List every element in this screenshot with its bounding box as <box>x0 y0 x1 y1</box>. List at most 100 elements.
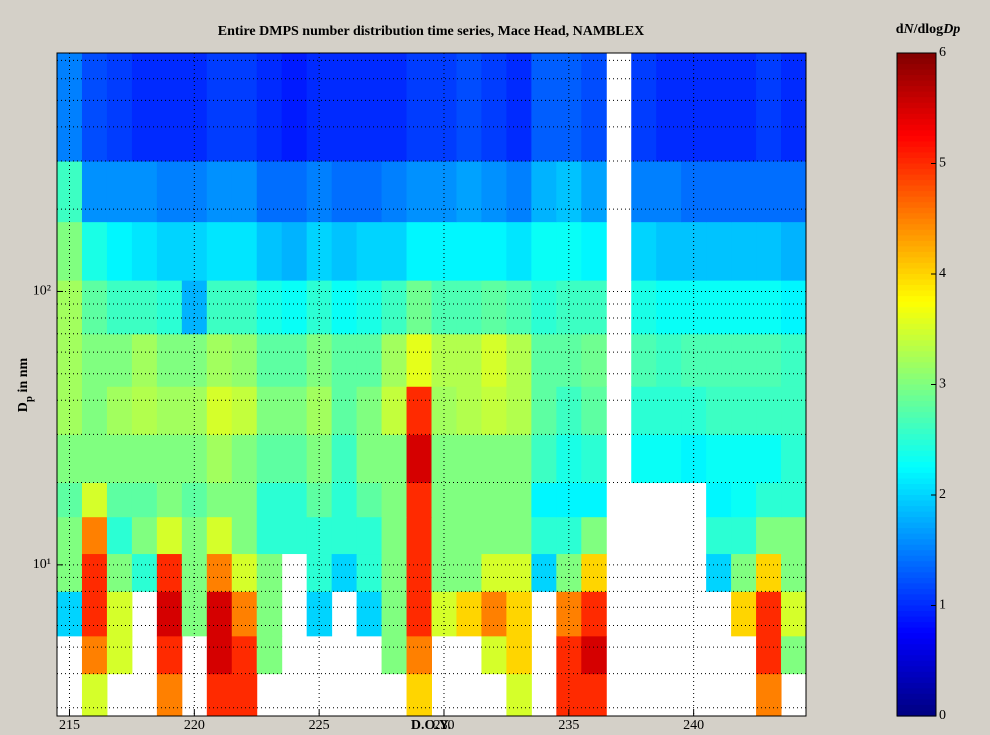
colorbar-swatch <box>897 577 936 584</box>
heatmap-cell <box>781 434 807 484</box>
heatmap-cell <box>206 333 233 387</box>
heatmap-cell <box>181 516 208 555</box>
heatmap-cell <box>456 161 482 223</box>
heatmap-cell <box>206 591 233 637</box>
colorbar-swatch <box>897 323 936 330</box>
heatmap-cell <box>506 386 532 435</box>
heatmap-cell <box>781 635 807 675</box>
heatmap-cell <box>531 333 557 387</box>
colorbar-swatch <box>897 340 936 347</box>
heatmap-cell <box>206 386 233 435</box>
heatmap-cell <box>406 591 432 637</box>
heatmap-cell <box>406 673 432 717</box>
heatmap-cell <box>156 280 183 335</box>
heatmap-cell <box>356 516 383 555</box>
heatmap-cell <box>556 482 582 518</box>
colorbar-swatch <box>897 693 936 701</box>
heatmap-cell <box>231 516 258 555</box>
heatmap-cell <box>381 280 408 335</box>
heatmap-cell <box>356 434 383 484</box>
heatmap-cell <box>781 280 807 335</box>
heatmap-cell <box>331 386 358 435</box>
colorbar-swatch <box>897 312 936 319</box>
colorbar-swatch <box>897 130 936 137</box>
colorbar-swatch <box>897 141 936 148</box>
heatmap-cell <box>57 53 83 162</box>
heatmap-cell <box>231 434 258 484</box>
heatmap-cell <box>57 553 83 592</box>
heatmap-cell <box>381 591 408 637</box>
heatmap-cell <box>656 221 682 281</box>
x-tick-label: 235 <box>558 718 579 733</box>
heatmap-cell <box>106 516 133 555</box>
heatmap-cell <box>57 161 83 223</box>
heatmap-cell <box>481 221 507 281</box>
heatmap-cell <box>381 221 408 281</box>
colorbar-swatch <box>897 500 936 507</box>
heatmap-cell <box>281 516 308 555</box>
heatmap-cell <box>581 553 607 592</box>
heatmap-cell <box>306 161 333 223</box>
colorbar-swatch <box>897 362 936 369</box>
heatmap-cell <box>281 53 308 162</box>
heatmap-cell <box>206 280 233 335</box>
colorbar-swatch <box>897 572 936 579</box>
heatmap-cell <box>506 553 532 592</box>
heatmap-cell <box>431 280 457 335</box>
heatmap-cell <box>106 591 133 637</box>
colorbar-swatch <box>897 191 936 198</box>
heatmap-cell <box>431 516 457 555</box>
heatmap-cell <box>456 591 482 637</box>
colorbar-swatch <box>897 97 936 104</box>
colorbar-swatch <box>897 268 936 275</box>
heatmap-cell <box>556 553 582 592</box>
heatmap-cell <box>681 386 707 435</box>
heatmap-cell <box>781 386 807 435</box>
heatmap-cell <box>781 161 807 223</box>
heatmap-cell <box>456 53 482 162</box>
heatmap-cell <box>556 53 582 162</box>
colorbar-swatch <box>897 58 936 65</box>
colorbar-swatch <box>897 550 936 557</box>
heatmap-cell <box>206 482 233 518</box>
heatmap-cell <box>581 221 607 281</box>
heatmap-cell <box>706 161 732 223</box>
heatmap-cell <box>431 53 457 162</box>
heatmap-cell <box>481 280 507 335</box>
heatmap-cell <box>156 673 183 717</box>
colorbar-swatch <box>897 638 936 645</box>
heatmap-cell <box>181 280 208 335</box>
colorbar-tick-label: 2 <box>939 487 946 502</box>
heatmap-cell <box>456 516 482 555</box>
heatmap-cell <box>756 333 782 387</box>
heatmap-cell <box>131 161 158 223</box>
heatmap-cell <box>706 333 732 387</box>
heatmap-cell <box>431 221 457 281</box>
colorbar-swatch <box>897 213 936 220</box>
heatmap-cell <box>681 280 707 335</box>
heatmap-cell <box>556 635 582 675</box>
colorbar-swatch <box>897 649 936 656</box>
heatmap-cell <box>81 280 108 335</box>
heatmap-cell <box>456 553 482 592</box>
heatmap-cell <box>131 53 158 162</box>
colorbar-swatch <box>897 528 936 535</box>
heatmap-cell <box>81 553 108 592</box>
colorbar-swatch <box>897 439 936 446</box>
heatmap-cell <box>731 221 757 281</box>
heatmap-cell <box>181 221 208 281</box>
colorbar-swatch <box>897 395 936 402</box>
colorbar-swatch <box>897 262 936 270</box>
heatmap-cell <box>156 434 183 484</box>
heatmap-cell <box>581 434 607 484</box>
heatmap-cell <box>256 434 283 484</box>
colorbar-swatch <box>897 605 936 612</box>
heatmap-cell <box>406 434 432 484</box>
colorbar-swatch <box>897 373 936 380</box>
heatmap-cell <box>106 482 133 518</box>
colorbar-label: dN/dlogDp <box>896 22 961 37</box>
heatmap-cell <box>406 53 432 162</box>
heatmap-cell <box>57 516 83 555</box>
colorbar-swatch <box>897 428 936 435</box>
heatmap-cell <box>356 333 383 387</box>
